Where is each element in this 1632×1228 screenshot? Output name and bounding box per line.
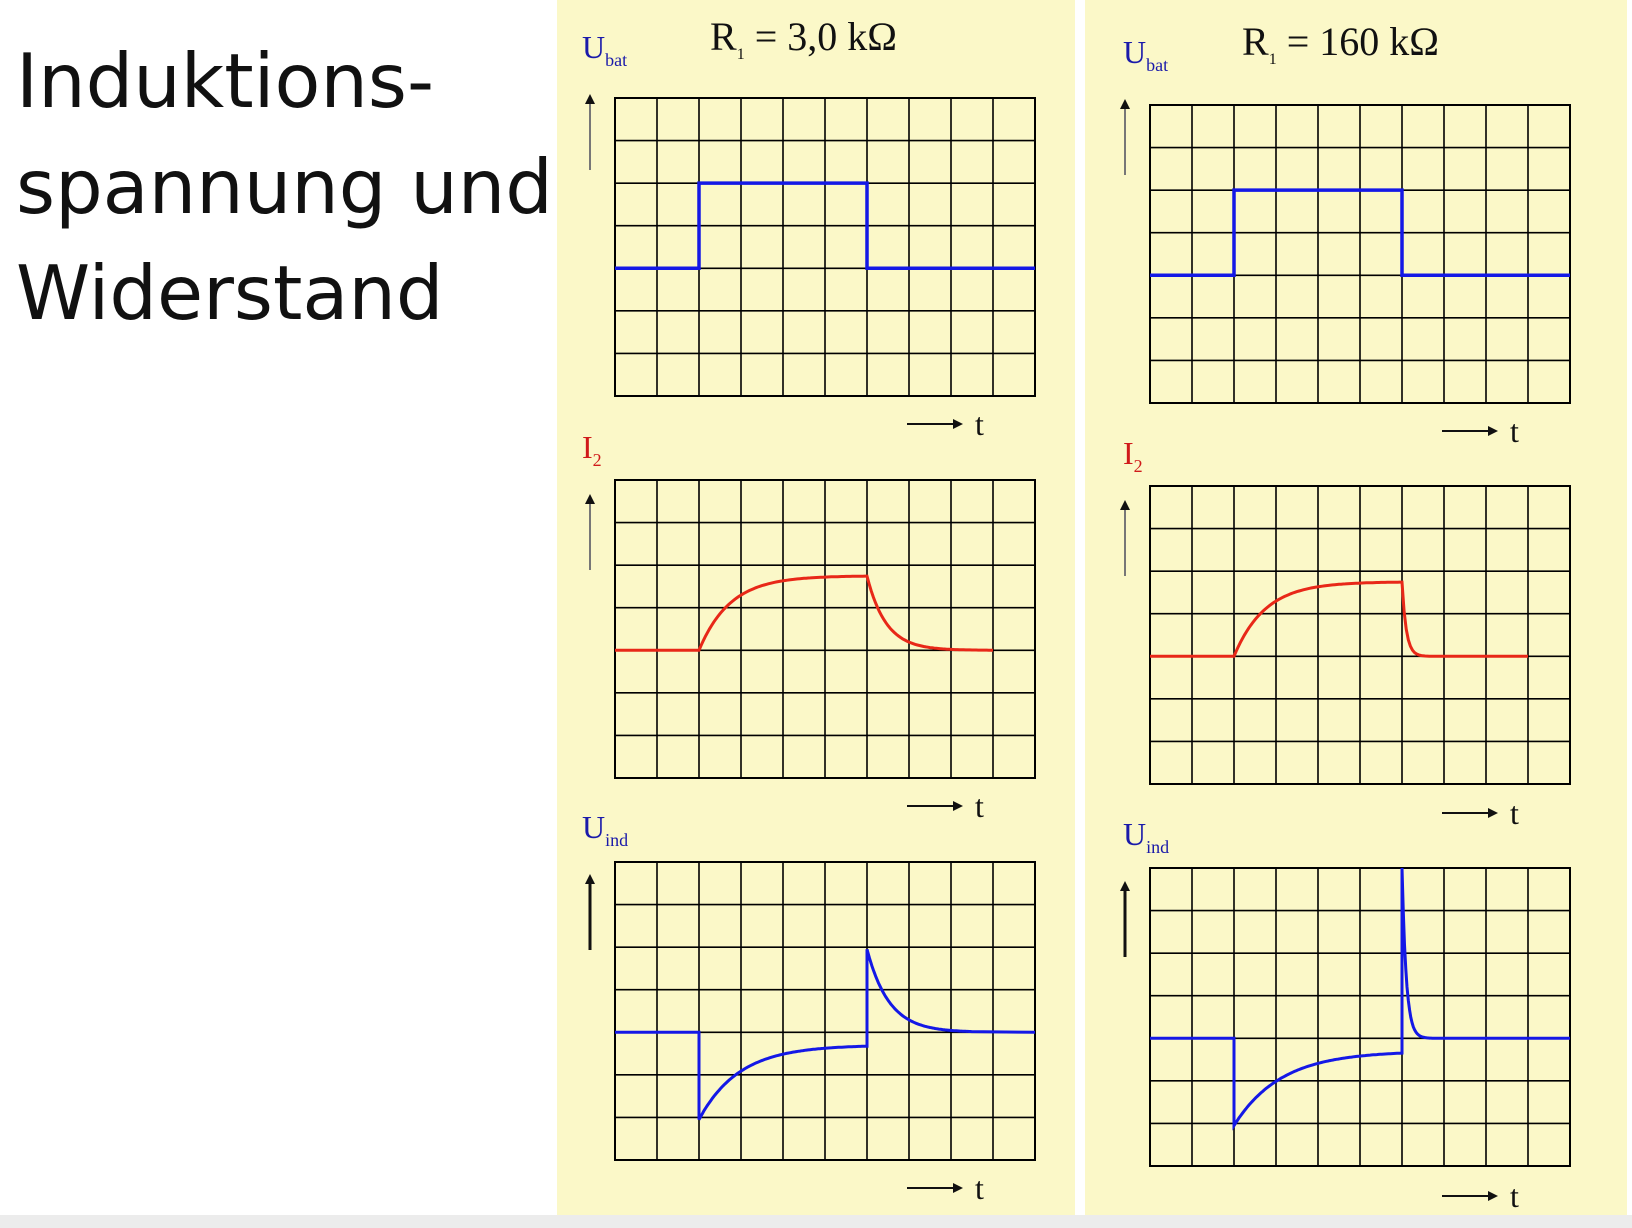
grid-lines-right-ubat [1150, 105, 1570, 403]
grid-frame-left-ubat [614, 97, 1036, 397]
axis-arrow-head-right-i2 [1120, 500, 1130, 510]
time-label-right-i2: t [1510, 795, 1519, 831]
curve-left-ubat [615, 181, 1035, 271]
time-arrow-head-left-uind [953, 1183, 963, 1193]
curve-right-i2 [1150, 580, 1528, 658]
signal-label-left-uind: Uind [582, 809, 628, 850]
time-label-left-uind: t [975, 1170, 984, 1206]
grid-frame-right-uind [1149, 867, 1571, 1167]
oscilloscope-panel-right [1085, 0, 1627, 1215]
axis-arrow-head-right-ubat [1120, 99, 1130, 109]
page-title: Induktions- spannung und Widerstand [16, 37, 553, 337]
curve-left-uind [615, 948, 1036, 1121]
resistance-label-right: R1 = 160 kΩ [1242, 19, 1439, 68]
bottom-divider [0, 1215, 1632, 1228]
axis-arrow-head-left-uind [585, 874, 595, 884]
time-arrow-head-left-i2 [953, 801, 963, 811]
signal-label-right-uind: Uind [1123, 816, 1169, 857]
grid-lines-right-uind [1150, 868, 1570, 1166]
time-arrow-head-right-ubat [1488, 426, 1498, 436]
grid-lines-left-i2 [615, 480, 1035, 778]
axis-arrow-head-left-ubat [585, 94, 595, 104]
curve-left-i2 [615, 574, 994, 652]
time-label-left-i2: t [975, 788, 984, 824]
time-arrow-head-right-i2 [1488, 808, 1498, 818]
grid-frame-right-ubat [1149, 104, 1571, 404]
curve-right-ubat [1150, 188, 1570, 278]
signal-label-right-i2: I2 [1123, 435, 1143, 476]
grid-frame-left-i2 [614, 479, 1036, 779]
grid-lines-left-ubat [615, 98, 1035, 396]
time-label-right-uind: t [1510, 1178, 1519, 1214]
grid-frame-left-uind [614, 861, 1036, 1161]
curve-right-uind [1150, 867, 1570, 1131]
time-label-left-ubat: t [975, 406, 984, 442]
time-label-right-ubat: t [1510, 413, 1519, 449]
grid-lines-right-i2 [1150, 486, 1570, 784]
signal-label-right-ubat: Ubat [1123, 34, 1168, 75]
axis-arrow-head-left-i2 [585, 494, 595, 504]
signal-label-left-ubat: Ubat [582, 29, 627, 70]
signal-label-left-i2: I2 [582, 429, 602, 470]
axis-arrow-head-right-uind [1120, 881, 1130, 891]
time-arrow-head-left-ubat [953, 419, 963, 429]
resistance-label-left: R1 = 3,0 kΩ [710, 14, 897, 63]
time-arrow-head-right-uind [1488, 1191, 1498, 1201]
grid-lines-left-uind [615, 862, 1035, 1160]
grid-frame-right-i2 [1149, 485, 1571, 785]
